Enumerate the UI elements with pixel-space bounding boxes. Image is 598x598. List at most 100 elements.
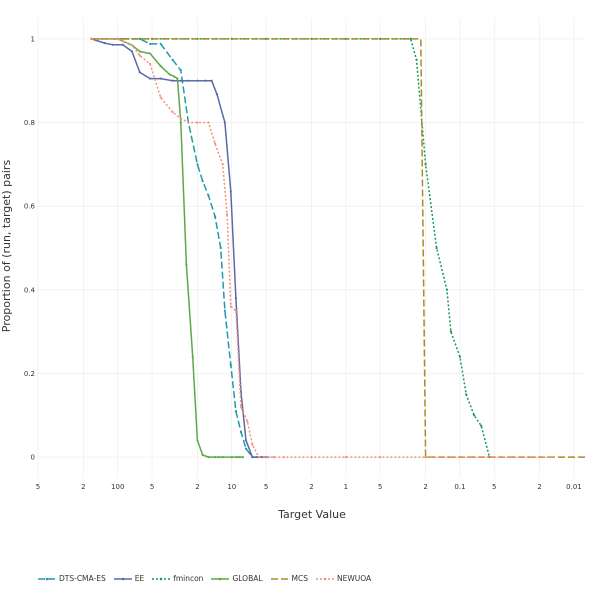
data-point-newuoa xyxy=(234,309,238,312)
data-point-fmincon xyxy=(445,288,448,291)
x-tick-label: 0.01 xyxy=(566,483,582,491)
x-tick-label: 5 xyxy=(492,483,496,491)
data-point-ee xyxy=(187,79,190,82)
data-point-fmincon xyxy=(465,393,468,396)
x-tick-label: 2 xyxy=(81,483,85,491)
data-point-dts-cma-es xyxy=(159,42,162,46)
data-point-ee xyxy=(215,93,219,96)
legend-item-fmincon: fmincon xyxy=(152,574,203,583)
data-point-newuoa xyxy=(458,455,461,459)
data-point-global xyxy=(173,75,176,78)
legend-item-dts-cma-es: DTS-CMA-ES xyxy=(38,574,106,583)
data-point-global xyxy=(159,64,162,68)
legend-label: DTS-CMA-ES xyxy=(59,574,106,583)
x-tick-label: 1 xyxy=(344,483,348,491)
data-point-dts-cma-es xyxy=(149,42,152,46)
legend-key-ee xyxy=(113,577,132,580)
series-line-newuoa xyxy=(91,38,554,458)
legend: DTS-CMA-ES EE fmincon GLOBAL MCS NEWUOA xyxy=(38,574,371,583)
data-point-ee xyxy=(244,439,248,442)
data-point-dts-cma-es xyxy=(214,215,217,218)
data-point-newuoa xyxy=(379,455,382,459)
data-point-global xyxy=(168,73,171,76)
data-point-dts-cma-es xyxy=(196,163,199,166)
series-line-global xyxy=(91,38,243,458)
data-point-global xyxy=(230,455,233,459)
data-point-global xyxy=(201,453,204,457)
data-point-ee xyxy=(234,297,238,300)
data-point-fmincon xyxy=(379,37,382,41)
series-line-fmincon xyxy=(91,38,491,458)
data-point-ee xyxy=(229,190,232,193)
data-point-newuoa xyxy=(257,455,260,459)
data-point-ee xyxy=(251,455,254,459)
series-line-mcs xyxy=(91,38,585,458)
data-point-global xyxy=(238,455,241,459)
data-point-newuoa xyxy=(246,420,249,423)
data-point-ee xyxy=(260,455,263,459)
data-point-fmincon xyxy=(480,424,483,427)
data-point-newuoa xyxy=(221,163,224,166)
y-tick-label: 1 xyxy=(31,35,35,43)
legend-label: fmincon xyxy=(173,574,204,583)
data-point-newuoa xyxy=(239,405,243,409)
data-point-dts-cma-es xyxy=(201,179,204,183)
data-point-global xyxy=(185,263,188,266)
data-point-newuoa xyxy=(214,142,217,145)
series-line-dts-cma-es xyxy=(91,38,269,458)
data-point-dts-cma-es xyxy=(223,309,226,312)
data-point-fmincon xyxy=(473,414,476,417)
data-point-global xyxy=(191,355,194,358)
data-point-newuoa xyxy=(138,54,141,57)
data-point-fmincon xyxy=(409,37,412,41)
legend-item-ee: EE xyxy=(113,574,144,583)
data-point-dts-cma-es xyxy=(179,69,182,72)
data-point-global xyxy=(235,455,239,459)
data-point-newuoa xyxy=(116,37,119,41)
data-point-newuoa xyxy=(251,443,254,446)
legend-key-global xyxy=(211,577,230,580)
x-tick-label: 10 xyxy=(227,483,236,491)
data-point-ee xyxy=(149,77,152,80)
x-tick-label: 0.1 xyxy=(454,483,465,491)
legend-label: MCS xyxy=(291,574,308,583)
data-point-newuoa xyxy=(552,455,555,459)
data-point-global xyxy=(217,455,220,459)
y-tick-label: 0 xyxy=(31,454,35,462)
data-point-newuoa xyxy=(229,305,232,308)
data-point-newuoa xyxy=(267,455,270,459)
gridlines xyxy=(37,18,585,478)
data-point-fmincon xyxy=(458,355,461,358)
y-tick-label: 0.6 xyxy=(24,203,36,211)
data-point-newuoa xyxy=(179,117,182,120)
y-axis-title: Proportion of (run, target) pairs xyxy=(0,160,13,333)
legend-key-newuoa xyxy=(316,577,334,580)
data-point-newuoa xyxy=(187,121,190,124)
x-tick-label: 5 xyxy=(264,483,268,491)
data-point-dts-cma-es xyxy=(229,363,232,367)
data-point-newuoa xyxy=(196,121,199,124)
data-point-newuoa xyxy=(225,213,229,216)
data-point-global xyxy=(214,455,217,459)
series-newuoa xyxy=(90,37,555,459)
x-axis-ticks: 5 2 100 5 2 10 5 2 1 5 2 0.1 5 2 0.01 xyxy=(36,483,582,491)
data-point-newuoa xyxy=(310,455,313,459)
data-point-dts-cma-es xyxy=(234,409,238,413)
x-tick-label: 5 xyxy=(36,483,40,491)
x-tick-label: 5 xyxy=(378,483,382,491)
data-point-ee xyxy=(111,43,115,46)
data-point-dts-cma-es xyxy=(239,430,243,434)
data-point-global xyxy=(179,121,182,124)
legend-label: NEWUOA xyxy=(337,574,372,583)
data-point-newuoa xyxy=(90,37,93,41)
data-point-newuoa xyxy=(207,121,210,124)
x-tick-label: 2 xyxy=(537,483,541,491)
data-point-global xyxy=(149,52,152,55)
data-point-newuoa xyxy=(424,455,427,459)
data-point-ee xyxy=(204,79,207,82)
data-point-global xyxy=(196,439,199,442)
data-point-newuoa xyxy=(263,455,266,459)
data-point-fmincon xyxy=(415,58,418,61)
data-point-ee xyxy=(138,71,141,74)
